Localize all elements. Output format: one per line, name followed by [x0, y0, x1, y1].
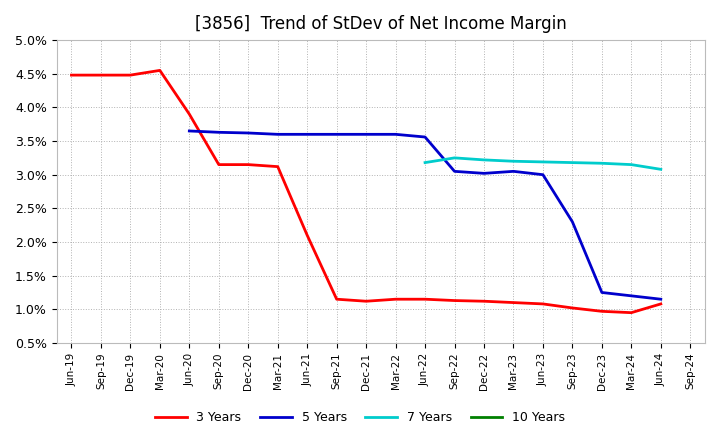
3 Years: [480, 299, 488, 304]
3 Years: [274, 164, 282, 169]
5 Years: [627, 293, 636, 298]
5 Years: [568, 219, 577, 224]
7 Years: [480, 157, 488, 162]
7 Years: [627, 162, 636, 167]
3 Years: [362, 299, 371, 304]
3 Years: [627, 310, 636, 315]
3 Years: [420, 297, 429, 302]
3 Years: [244, 162, 253, 167]
3 Years: [657, 301, 665, 307]
5 Years: [450, 169, 459, 174]
5 Years: [657, 297, 665, 302]
7 Years: [568, 160, 577, 165]
3 Years: [598, 309, 606, 314]
5 Years: [185, 128, 194, 134]
7 Years: [450, 155, 459, 161]
3 Years: [568, 305, 577, 311]
5 Years: [362, 132, 371, 137]
5 Years: [274, 132, 282, 137]
Legend: 3 Years, 5 Years, 7 Years, 10 Years: 3 Years, 5 Years, 7 Years, 10 Years: [150, 407, 570, 429]
3 Years: [215, 162, 223, 167]
Line: 3 Years: 3 Years: [71, 70, 661, 313]
3 Years: [391, 297, 400, 302]
7 Years: [657, 167, 665, 172]
5 Years: [303, 132, 312, 137]
3 Years: [67, 73, 76, 78]
7 Years: [598, 161, 606, 166]
3 Years: [450, 298, 459, 303]
Title: [3856]  Trend of StDev of Net Income Margin: [3856] Trend of StDev of Net Income Marg…: [195, 15, 567, 33]
Line: 5 Years: 5 Years: [189, 131, 661, 299]
7 Years: [509, 158, 518, 164]
7 Years: [539, 159, 547, 165]
3 Years: [539, 301, 547, 307]
5 Years: [333, 132, 341, 137]
Line: 7 Years: 7 Years: [425, 158, 661, 169]
5 Years: [244, 130, 253, 136]
3 Years: [96, 73, 105, 78]
3 Years: [156, 68, 164, 73]
3 Years: [303, 233, 312, 238]
5 Years: [420, 134, 429, 139]
7 Years: [420, 160, 429, 165]
3 Years: [333, 297, 341, 302]
3 Years: [126, 73, 135, 78]
5 Years: [598, 290, 606, 295]
5 Years: [391, 132, 400, 137]
5 Years: [509, 169, 518, 174]
3 Years: [509, 300, 518, 305]
5 Years: [539, 172, 547, 177]
5 Years: [480, 171, 488, 176]
5 Years: [215, 130, 223, 135]
3 Years: [185, 111, 194, 117]
